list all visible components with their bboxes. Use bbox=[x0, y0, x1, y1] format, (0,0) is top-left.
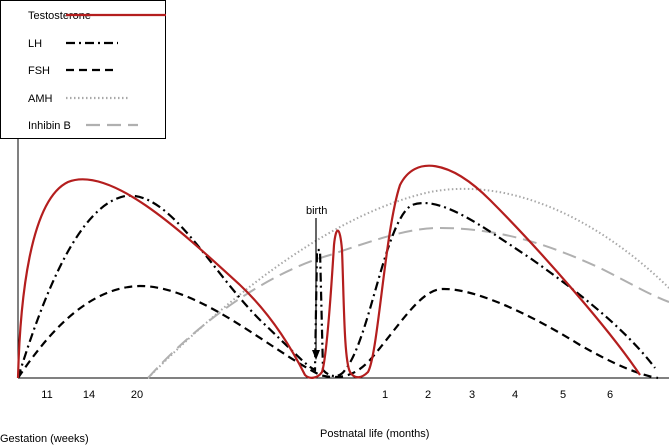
birth-arrow-head bbox=[312, 350, 320, 360]
postnatal-tick-label-1: 1 bbox=[382, 389, 388, 401]
gestation-tick-label-20: 20 bbox=[131, 389, 143, 401]
series-line-inhibinb bbox=[147, 226, 669, 379]
birth-annotation: birth bbox=[306, 205, 327, 360]
postnatal-tick-label-4: 4 bbox=[512, 389, 518, 401]
series-curves bbox=[16, 164, 669, 380]
series-line-testosterone bbox=[16, 164, 641, 379]
postnatal-tick-label-5: 5 bbox=[560, 389, 566, 401]
series-line-fsh bbox=[17, 284, 659, 380]
postnatal-tick-label-3: 3 bbox=[469, 389, 475, 401]
gestation-tick-label-11: 11 bbox=[41, 389, 52, 401]
legend-label-testosterone: Testosterone bbox=[28, 10, 91, 22]
series-line-lh bbox=[16, 194, 656, 379]
postnatal-axis-label: Postnatal life (months) bbox=[320, 428, 429, 440]
postnatal-tick-label-2: 2 bbox=[425, 389, 431, 401]
postnatal-tick-labels: 1 2 3 4 5 6 bbox=[382, 389, 613, 401]
birth-label: birth bbox=[306, 205, 327, 217]
postnatal-tick-label-6: 6 bbox=[607, 389, 613, 401]
legend-label-fsh: FSH bbox=[28, 65, 50, 77]
gestation-axis-label: Gestation (weeks) bbox=[0, 433, 89, 445]
legend-label-lh: LH bbox=[28, 38, 42, 50]
series-line-amh bbox=[147, 187, 669, 379]
legend-label-inhibinb: Inhibin B bbox=[28, 120, 71, 132]
legend-label-amh: AMH bbox=[28, 93, 53, 105]
legend: Testosterone LH FSH AMH Inhibin B bbox=[0, 0, 166, 139]
gestation-tick-label-14: 14 bbox=[83, 389, 95, 401]
gestation-tick-labels: 11 14 20 bbox=[41, 389, 143, 401]
